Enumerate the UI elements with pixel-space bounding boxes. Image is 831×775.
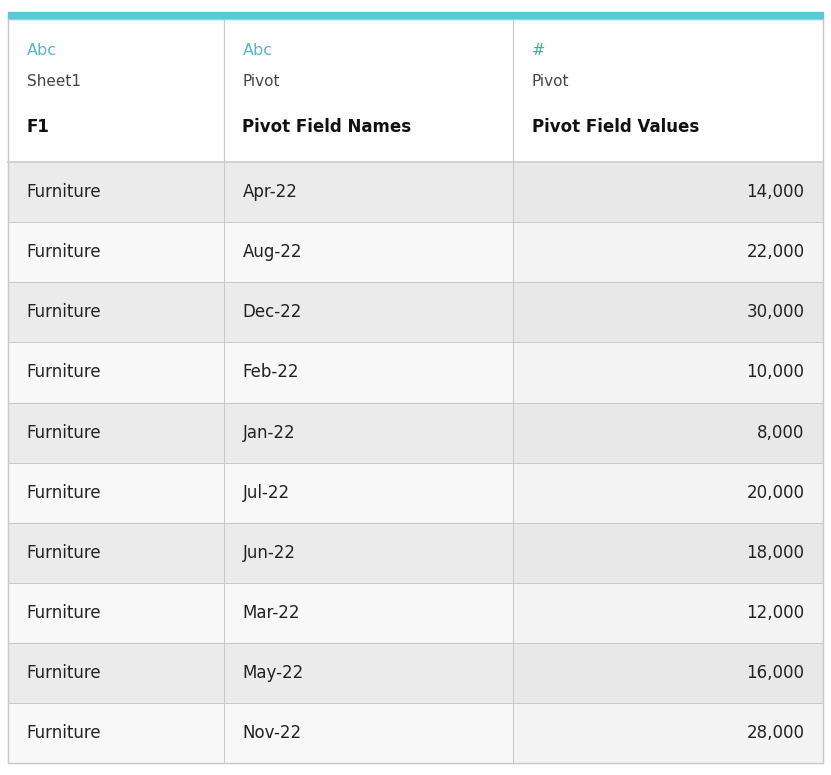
Text: 18,000: 18,000 (746, 544, 804, 562)
Text: Pivot: Pivot (532, 74, 569, 89)
Text: Feb-22: Feb-22 (243, 363, 299, 381)
Text: Pivot: Pivot (243, 74, 280, 89)
Bar (8, 12, 823, 19)
Text: 14,000: 14,000 (746, 183, 804, 201)
Bar (514, 463, 823, 523)
Bar (8, 282, 514, 343)
Bar (514, 643, 823, 703)
Text: Furniture: Furniture (27, 424, 101, 442)
Text: Jan-22: Jan-22 (243, 424, 295, 442)
Bar (514, 222, 823, 282)
Text: Jul-22: Jul-22 (243, 484, 289, 501)
Text: Dec-22: Dec-22 (243, 303, 302, 322)
Text: Furniture: Furniture (27, 664, 101, 682)
Text: Furniture: Furniture (27, 303, 101, 322)
Text: May-22: May-22 (243, 664, 303, 682)
Text: Abc: Abc (243, 43, 273, 58)
Text: F1: F1 (27, 118, 50, 136)
Bar (8, 703, 514, 763)
Text: Furniture: Furniture (27, 243, 101, 261)
Text: Mar-22: Mar-22 (243, 604, 300, 622)
Bar (514, 703, 823, 763)
Bar (8, 523, 514, 583)
Text: 10,000: 10,000 (746, 363, 804, 381)
Bar (514, 523, 823, 583)
Bar (8, 162, 514, 222)
Text: Furniture: Furniture (27, 725, 101, 742)
Text: Nov-22: Nov-22 (243, 725, 302, 742)
Text: 22,000: 22,000 (746, 243, 804, 261)
Text: Furniture: Furniture (27, 183, 101, 201)
Bar (8, 222, 514, 282)
Bar (8, 343, 514, 402)
Bar (514, 162, 823, 222)
Text: Jun-22: Jun-22 (243, 544, 295, 562)
Text: Furniture: Furniture (27, 604, 101, 622)
Text: Furniture: Furniture (27, 484, 101, 501)
Bar (8, 463, 514, 523)
Text: Sheet1: Sheet1 (27, 74, 81, 89)
Text: Furniture: Furniture (27, 363, 101, 381)
Text: Aug-22: Aug-22 (243, 243, 302, 261)
Bar (514, 583, 823, 643)
Text: Furniture: Furniture (27, 544, 101, 562)
Bar (514, 343, 823, 402)
Bar (514, 282, 823, 343)
Bar (8, 402, 514, 463)
Bar (8, 643, 514, 703)
Text: 16,000: 16,000 (746, 664, 804, 682)
Text: 12,000: 12,000 (746, 604, 804, 622)
Text: Apr-22: Apr-22 (243, 183, 297, 201)
Bar (8, 583, 514, 643)
Text: 28,000: 28,000 (746, 725, 804, 742)
Text: #: # (532, 43, 545, 58)
Text: Abc: Abc (27, 43, 57, 58)
Text: 20,000: 20,000 (746, 484, 804, 501)
Bar (8, 19, 823, 162)
Text: 8,000: 8,000 (757, 424, 804, 442)
Text: Pivot Field Names: Pivot Field Names (243, 118, 411, 136)
Text: Pivot Field Values: Pivot Field Values (532, 118, 699, 136)
Text: 30,000: 30,000 (746, 303, 804, 322)
Bar (514, 402, 823, 463)
